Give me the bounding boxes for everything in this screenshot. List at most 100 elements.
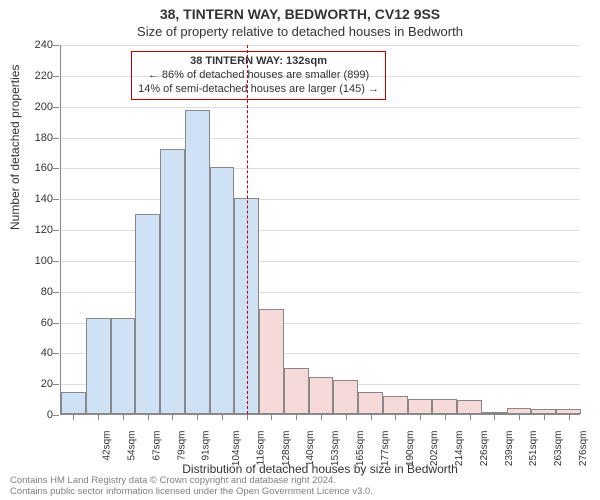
annotation-box: 38 TINTERN WAY: 132sqm← 86% of detached … (131, 51, 386, 100)
x-tick-label: 226sqm (479, 431, 490, 467)
x-tick-label: 190sqm (405, 431, 416, 467)
x-tick (148, 414, 149, 420)
histogram-bar (111, 318, 136, 414)
x-tick-label: 165sqm (355, 431, 366, 467)
threshold-marker (247, 45, 248, 414)
x-tick-label: 91sqm (201, 431, 212, 461)
y-tick-label: 40 (17, 347, 53, 359)
y-tick (53, 384, 59, 385)
histogram-bar (259, 309, 284, 414)
histogram-bar (135, 214, 160, 414)
histogram-bar (86, 318, 111, 414)
x-tick-label: 239sqm (504, 431, 515, 467)
annotation-line: 38 TINTERN WAY: 132sqm (138, 55, 379, 69)
x-tick (296, 414, 297, 420)
histogram-bar (383, 396, 408, 415)
y-tick-label: 200 (17, 101, 53, 113)
y-axis-label: Number of detached properties (8, 65, 22, 230)
y-tick-label: 100 (17, 255, 53, 267)
x-tick-label: 128sqm (281, 431, 292, 467)
y-tick-label: 220 (17, 70, 53, 82)
x-tick-label: 153sqm (330, 431, 341, 467)
y-tick-label: 180 (17, 132, 53, 144)
x-tick (519, 414, 520, 420)
histogram-bar (284, 368, 309, 414)
x-tick (371, 414, 372, 420)
histogram-bar (358, 392, 383, 414)
y-tick (53, 261, 59, 262)
x-tick (222, 414, 223, 420)
x-tick-label: 67sqm (151, 431, 162, 461)
x-tick-label: 251sqm (528, 431, 539, 467)
x-tick (197, 414, 198, 420)
y-tick (53, 230, 59, 231)
y-tick-label: 60 (17, 317, 53, 329)
x-tick (321, 414, 322, 420)
y-tick (53, 76, 59, 77)
x-tick (395, 414, 396, 420)
x-tick-label: 116sqm (255, 431, 266, 466)
gridline (61, 168, 580, 169)
histogram-bar (408, 399, 433, 414)
y-tick (53, 353, 59, 354)
histogram-bar (432, 399, 457, 414)
x-tick-label: 79sqm (176, 431, 187, 461)
histogram-bar (333, 380, 358, 414)
chart-title: 38, TINTERN WAY, BEDWORTH, CV12 9SS (0, 6, 600, 22)
plot-area: 02040608010012014016018020022024042sqm54… (60, 45, 580, 415)
x-tick (420, 414, 421, 420)
x-tick (346, 414, 347, 420)
y-tick-label: 140 (17, 193, 53, 205)
y-tick (53, 168, 59, 169)
annotation-line: ← 86% of detached houses are smaller (89… (138, 69, 379, 83)
x-tick (494, 414, 495, 420)
y-tick-label: 20 (17, 378, 53, 390)
histogram-bar (457, 400, 482, 414)
histogram-bar (210, 167, 235, 414)
chart-container: 38, TINTERN WAY, BEDWORTH, CV12 9SS Size… (0, 0, 600, 500)
chart-subtitle: Size of property relative to detached ho… (0, 24, 600, 39)
x-tick-label: 214sqm (454, 431, 465, 467)
y-tick-label: 240 (17, 39, 53, 51)
x-tick (98, 414, 99, 420)
y-tick (53, 415, 59, 416)
histogram-bar (309, 377, 334, 414)
x-tick (569, 414, 570, 420)
histogram-bar (185, 110, 210, 414)
annotation-line: 14% of semi-detached houses are larger (… (138, 83, 379, 97)
x-tick-label: 42sqm (102, 431, 113, 461)
x-tick (123, 414, 124, 420)
y-tick (53, 138, 59, 139)
x-tick (470, 414, 471, 420)
y-tick (53, 323, 59, 324)
y-tick (53, 292, 59, 293)
x-tick-label: 54sqm (127, 431, 138, 461)
x-tick-label: 202sqm (429, 431, 440, 467)
x-tick-label: 263sqm (553, 431, 564, 467)
x-tick-label: 276sqm (578, 431, 589, 467)
footer-attribution: Contains HM Land Registry data © Crown c… (10, 476, 373, 498)
x-tick-label: 104sqm (231, 431, 242, 467)
histogram-bar (61, 392, 86, 414)
x-tick-label: 140sqm (306, 431, 317, 467)
gridline (61, 45, 580, 46)
gridline (61, 107, 580, 108)
y-tick-label: 120 (17, 224, 53, 236)
histogram-bar (160, 149, 185, 414)
x-tick (172, 414, 173, 420)
y-tick-label: 0 (17, 409, 53, 421)
gridline (61, 138, 580, 139)
x-tick (271, 414, 272, 420)
x-tick-label: 177sqm (380, 431, 391, 467)
x-tick (544, 414, 545, 420)
y-tick-label: 80 (17, 286, 53, 298)
y-tick (53, 107, 59, 108)
x-tick (445, 414, 446, 420)
x-tick (73, 414, 74, 420)
gridline (61, 199, 580, 200)
y-tick (53, 199, 59, 200)
y-tick (53, 45, 59, 46)
x-axis-label: Distribution of detached houses by size … (60, 462, 580, 476)
footer-line: Contains public sector information licen… (10, 487, 373, 498)
x-tick (247, 414, 248, 420)
